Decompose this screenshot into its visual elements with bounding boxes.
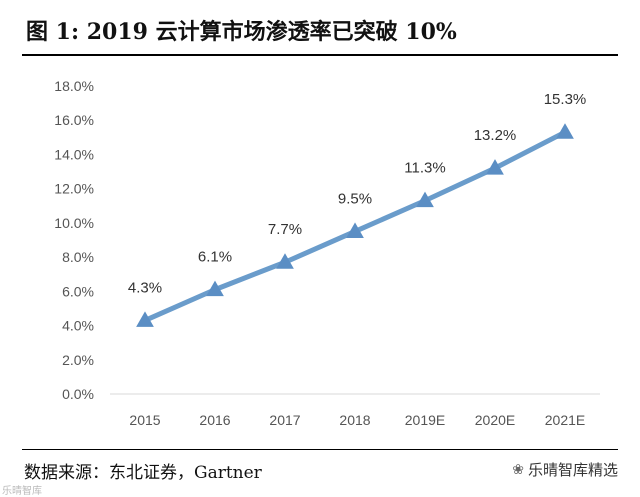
y-tick-label: 14.0% (54, 146, 94, 162)
data-label: 15.3% (544, 91, 587, 108)
data-point-marker (206, 280, 224, 297)
figure-title: 图 1: 2019 云计算市场渗透率已突破 10% (26, 19, 457, 45)
watermark-left: 乐晴智库 (2, 486, 42, 497)
x-tick-label: 2018 (339, 412, 370, 428)
x-tick-label: 2017 (269, 412, 300, 428)
y-tick-label: 6.0% (62, 283, 94, 299)
data-label: 11.3% (404, 160, 445, 177)
data-point-marker (416, 191, 434, 208)
y-tick-label: 0.0% (62, 386, 94, 402)
watermark-text: 乐晴智库精选 (527, 461, 618, 479)
data-label: 6.1% (198, 249, 232, 266)
data-point-marker (346, 222, 364, 238)
y-axis: 0.0% 2.0% 4.0% 6.0% 8.0% 10.0% 12.0% 14.0% 16.0%… (54, 78, 94, 402)
x-tick-label: 2016 (199, 412, 230, 428)
y-tick-label: 16.0% (54, 112, 94, 128)
y-tick-label: 8.0% (62, 249, 94, 265)
data-label: 4.3% (128, 279, 162, 296)
watermark: ❀ 乐晴智库精选 (512, 459, 618, 480)
data-label: 7.7% (268, 221, 302, 238)
data-point-marker (486, 159, 504, 175)
data-label: 9.5% (338, 190, 372, 207)
wechat-icon: ❀ (512, 461, 524, 478)
y-tick-label: 18.0% (54, 78, 94, 94)
data-point-marker (136, 311, 154, 327)
data-label: 13.2% (474, 127, 517, 144)
y-tick-label: 2.0% (62, 352, 94, 368)
x-tick-label: 2020E (475, 412, 515, 428)
x-tick-label: 2015 (129, 412, 160, 428)
data-point-marker (556, 123, 574, 139)
x-tick-label: 2021E (545, 412, 585, 428)
y-tick-label: 12.0% (54, 181, 94, 197)
line-chart: 0.0% 2.0% 4.0% 6.0% 8.0% 10.0% 12.0% 14.0% 16.0%… (54, 78, 600, 428)
title-rule (22, 54, 618, 56)
y-tick-label: 10.0% (54, 215, 94, 231)
y-tick-label: 4.0% (62, 318, 94, 334)
source-rule (22, 449, 618, 450)
source-note: 数据来源：东北证券，Gartner (24, 463, 262, 483)
x-axis: 2015 2016 2017 2018 2019E 2020E 2021E (110, 393, 600, 428)
x-tick-label: 2019E (405, 412, 445, 428)
plot-area: 4.3% 6.1% 7.7% 9.5% 11.3% 13.2% 15.3% (128, 91, 587, 327)
data-point-marker (276, 253, 294, 269)
